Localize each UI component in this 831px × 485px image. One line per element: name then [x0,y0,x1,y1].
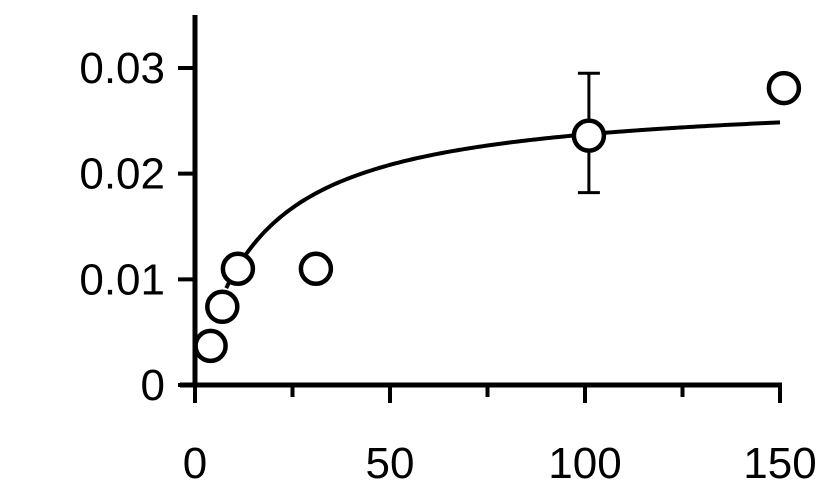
data-point-marker [766,70,802,106]
data-point-marker [205,289,240,325]
y-tick-label: 0.02 [79,150,165,199]
data-point-marker [193,328,228,364]
tick-labels: 0 0.01 0.02 0.03 0 50 100 150 [79,44,816,485]
fit-curve-group [224,120,781,290]
y-tick-label: 0 [141,361,165,410]
data-point-marker [571,118,607,153]
data-points [193,70,802,364]
y-tick-label: 0.03 [79,44,165,93]
axes [178,15,782,403]
y-tick-label: 0.01 [79,255,165,304]
data-point-marker [298,251,334,287]
data-point-marker [220,251,256,287]
fit-curve [224,120,781,290]
x-tick-label: 100 [548,439,621,485]
x-tick-label: 50 [366,439,415,485]
x-tick-label: 150 [743,439,816,485]
x-tick-label: 0 [183,439,207,485]
